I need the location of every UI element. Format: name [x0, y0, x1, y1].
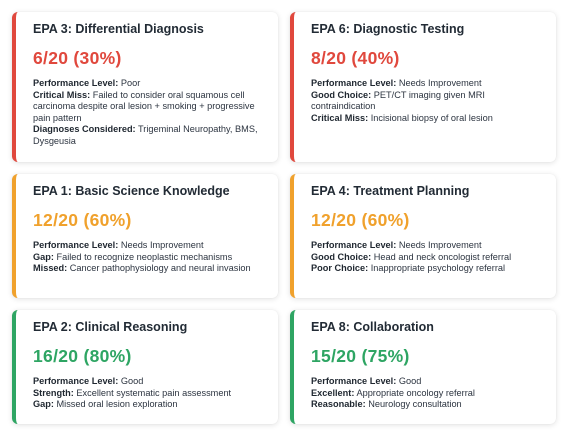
detail-value: Missed oral lesion exploration: [56, 399, 178, 410]
card-score: 15/20 (75%): [311, 346, 410, 366]
card-detail-line: Performance Level: Good: [33, 376, 266, 388]
detail-label: Excellent:: [311, 387, 355, 398]
detail-value: Head and neck oncologist referral: [373, 251, 512, 262]
detail-label: Strength:: [33, 387, 74, 398]
card-detail-line: Performance Level: Poor: [33, 78, 266, 90]
detail-label: Poor Choice:: [311, 263, 369, 274]
detail-value: Excellent systematic pain assessment: [76, 387, 232, 398]
card-detail-line: Gap: Failed to recognize neoplastic mech…: [33, 252, 266, 264]
card-detail-line: Critical Miss: Incisional biopsy of oral…: [311, 113, 544, 125]
detail-label: Gap:: [33, 399, 54, 410]
detail-value: Failed to consider oral squamous cell ca…: [33, 89, 255, 123]
detail-value: Good: [120, 376, 144, 386]
detail-label: Good Choice:: [311, 89, 372, 100]
card-detail-line: Good Choice: PET/CT imaging given MRI co…: [311, 90, 544, 113]
detail-value: Poor: [120, 78, 141, 88]
epa-card-differential-diagnosis: EPA 3: Differential Diagnosis 6/20 (30%)…: [12, 12, 278, 162]
detail-value: Needs Improvement: [120, 240, 204, 250]
card-title: EPA 6: Diagnostic Testing: [311, 22, 465, 36]
card-score: 6/20 (30%): [33, 48, 122, 68]
detail-label: Reasonable:: [311, 399, 366, 410]
epa-card-basic-science-knowledge: EPA 1: Basic Science Knowledge 12/20 (60…: [12, 174, 278, 298]
detail-value: Incisional biopsy of oral lesion: [370, 112, 493, 123]
detail-label: Critical Miss:: [311, 112, 369, 123]
epa-card-diagnostic-testing: EPA 6: Diagnostic Testing 8/20 (40%) Per…: [290, 12, 556, 162]
card-detail-line: Reasonable: Neurology consultation: [311, 399, 544, 411]
card-score: 12/20 (60%): [311, 210, 410, 230]
detail-label: Critical Miss:: [33, 89, 91, 100]
card-detail-line: Critical Miss: Failed to consider oral s…: [33, 90, 266, 125]
detail-label: Missed:: [33, 263, 68, 274]
detail-label: Performance Level:: [311, 240, 397, 250]
card-detail-line: Strength: Excellent systematic pain asse…: [33, 388, 266, 400]
card-title: EPA 2: Clinical Reasoning: [33, 320, 188, 334]
epa-card-treatment-planning: EPA 4: Treatment Planning 12/20 (60%) Pe…: [290, 174, 556, 298]
detail-value: Needs Improvement: [398, 240, 482, 250]
detail-label: Diagnoses Considered:: [33, 124, 136, 135]
detail-value: Inappropriate psychology referral: [370, 263, 506, 274]
detail-value: Failed to recognize neoplastic mechanism…: [56, 251, 233, 262]
detail-label: Performance Level:: [33, 78, 119, 88]
card-title: EPA 8: Collaboration: [311, 320, 434, 334]
epa-card-clinical-reasoning: EPA 2: Clinical Reasoning 16/20 (80%) Pe…: [12, 310, 278, 424]
detail-label: Performance Level:: [33, 376, 119, 386]
card-detail-line: Gap: Missed oral lesion exploration: [33, 399, 266, 411]
card-detail-line: Missed: Cancer pathophysiology and neura…: [33, 263, 266, 275]
detail-value: Neurology consultation: [368, 399, 462, 410]
card-title: EPA 3: Differential Diagnosis: [33, 22, 204, 36]
card-detail-line: Diagnoses Considered: Trigeminal Neuropa…: [33, 124, 266, 147]
detail-value: Cancer pathophysiology and neural invasi…: [69, 263, 251, 274]
card-title: EPA 1: Basic Science Knowledge: [33, 184, 230, 198]
card-detail-line: Performance Level: Needs Improvement: [311, 78, 544, 90]
epa-card-collaboration: EPA 8: Collaboration 15/20 (75%) Perform…: [290, 310, 556, 424]
card-score: 12/20 (60%): [33, 210, 132, 230]
detail-label: Performance Level:: [33, 240, 119, 250]
detail-value: Needs Improvement: [398, 78, 482, 88]
detail-value: Trigeminal Neuropathy, BMS, Dysgeusia: [33, 124, 258, 146]
detail-value: Appropriate oncology referral: [356, 387, 475, 398]
detail-label: Gap:: [33, 251, 54, 262]
card-detail-line: Performance Level: Needs Improvement: [33, 240, 266, 252]
card-score: 8/20 (40%): [311, 48, 400, 68]
card-detail-line: Poor Choice: Inappropriate psychology re…: [311, 263, 544, 275]
card-score: 16/20 (80%): [33, 346, 132, 366]
card-detail-line: Good Choice: Head and neck oncologist re…: [311, 252, 544, 264]
detail-label: Performance Level:: [311, 376, 397, 386]
detail-label: Good Choice:: [311, 251, 372, 262]
detail-value: PET/CT imaging given MRI contraindicatio…: [311, 89, 485, 112]
card-detail-line: Excellent: Appropriate oncology referral: [311, 388, 544, 400]
detail-value: Good: [398, 376, 422, 386]
card-title: EPA 4: Treatment Planning: [311, 184, 470, 198]
card-detail-line: Performance Level: Needs Improvement: [311, 240, 544, 252]
card-detail-line: Performance Level: Good: [311, 376, 544, 388]
detail-label: Performance Level:: [311, 78, 397, 88]
